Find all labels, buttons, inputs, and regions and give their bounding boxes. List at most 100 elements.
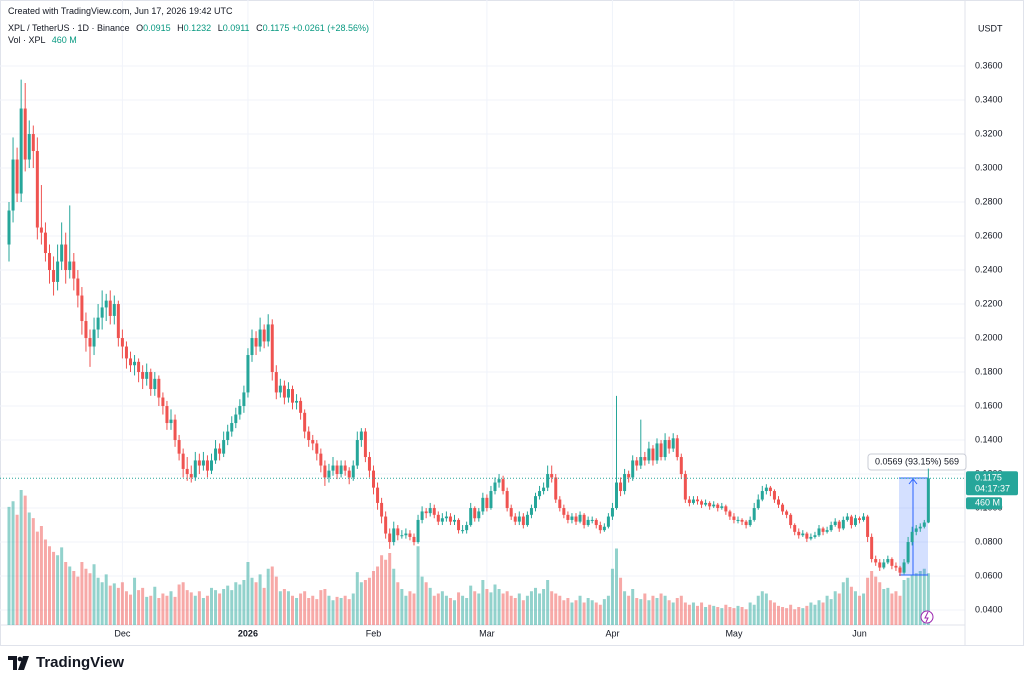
volume-value: 460 M [51,35,77,45]
candle-body [764,487,768,492]
volume-bar [635,598,639,625]
event-icon[interactable] [920,610,934,624]
candle-body [813,535,817,537]
volume-bar [60,547,64,625]
y-tick-label: 0.3200 [975,128,1003,138]
volume-bar [659,593,663,625]
volume-bar [133,577,137,625]
candle-body [582,514,586,526]
candle-body [740,519,744,522]
candle-body [671,438,675,449]
volume-bar [436,593,440,625]
candle-body [922,522,926,527]
volume-bar [687,604,691,625]
volume-bar [700,602,704,625]
volume-bar [720,608,724,625]
volume-bar [92,564,96,625]
volume-bar [270,566,274,625]
volume-bar [534,587,537,625]
candle-body [230,423,234,432]
candle-body [367,457,371,471]
volume-bar [594,602,598,625]
candle-body [242,392,246,407]
candle-body [696,499,699,502]
candle-body [894,565,898,568]
candle-body [27,134,31,160]
volume-bar [307,598,311,625]
volume-bar [655,598,659,625]
candle-body [473,508,477,519]
volume-bar [258,574,262,625]
candle-body [853,518,857,526]
volume-bar [39,526,43,625]
y-tick-label: 0.3600 [975,60,1003,70]
volume-bar [27,512,31,625]
volume-bar [291,595,294,625]
volume-bar [299,593,303,625]
volume-bar [420,576,424,625]
volume-bar [558,595,562,625]
candle-body [837,521,841,529]
volume-bar [448,598,452,625]
candle-body [169,419,173,424]
candle-body [878,562,882,568]
volume-bar [643,593,647,625]
candle-body [785,511,789,515]
volume-bar [517,593,521,625]
candle-body [679,457,683,475]
candle-body [181,453,185,469]
candle-body [52,270,56,282]
volume-bar [262,587,266,625]
volume-bar [906,577,910,625]
volume-bar [197,591,201,625]
volume-bar [890,593,894,625]
candle-body [116,304,120,339]
volume-bar [185,590,189,625]
x-tick-label: Jun [852,628,867,638]
volume-bar [72,571,76,625]
candle-body [392,528,396,543]
volume-bar [639,599,643,625]
candle-body [347,470,351,478]
volume-bar [679,595,683,625]
volume-bar [732,608,736,625]
candle-body [898,567,902,573]
candle-body [756,499,760,509]
volume-bar [841,582,845,625]
candle-body [862,516,866,520]
volume-bar [542,589,546,625]
header: Created with TradingView.com, Jun 17, 20… [8,5,369,46]
volume-bar [550,591,554,625]
candle-body [266,324,270,342]
volume-bar [691,602,695,625]
candle-body [558,499,562,509]
candle-body [48,253,51,271]
volume-bar [416,546,420,625]
candle-body [691,499,695,503]
volume-bar [278,591,282,625]
candle-body [424,511,428,514]
y-tick-label: 0.1400 [975,434,1003,444]
volume-bar [469,585,473,625]
candle-body [129,358,132,366]
volume-bar [84,568,88,625]
volume-bar [376,566,380,625]
candle-body [92,329,96,347]
brand-name: TradingView [36,654,125,671]
candle-body [598,525,602,531]
candle-body [781,504,785,512]
candle-body [675,438,679,458]
candle-body [355,440,359,466]
x-tick-label: Mar [479,628,495,638]
volume-bar [821,602,825,625]
candle-body [752,508,756,520]
volume-bar [829,599,833,625]
volume-bar [210,587,213,625]
measure-label-box [867,453,967,471]
candle-body [554,477,558,500]
volume-bar [845,577,849,625]
candle-body [886,559,890,563]
candle-body [84,321,88,339]
candle-body [412,536,416,543]
volume-bar [902,580,906,625]
